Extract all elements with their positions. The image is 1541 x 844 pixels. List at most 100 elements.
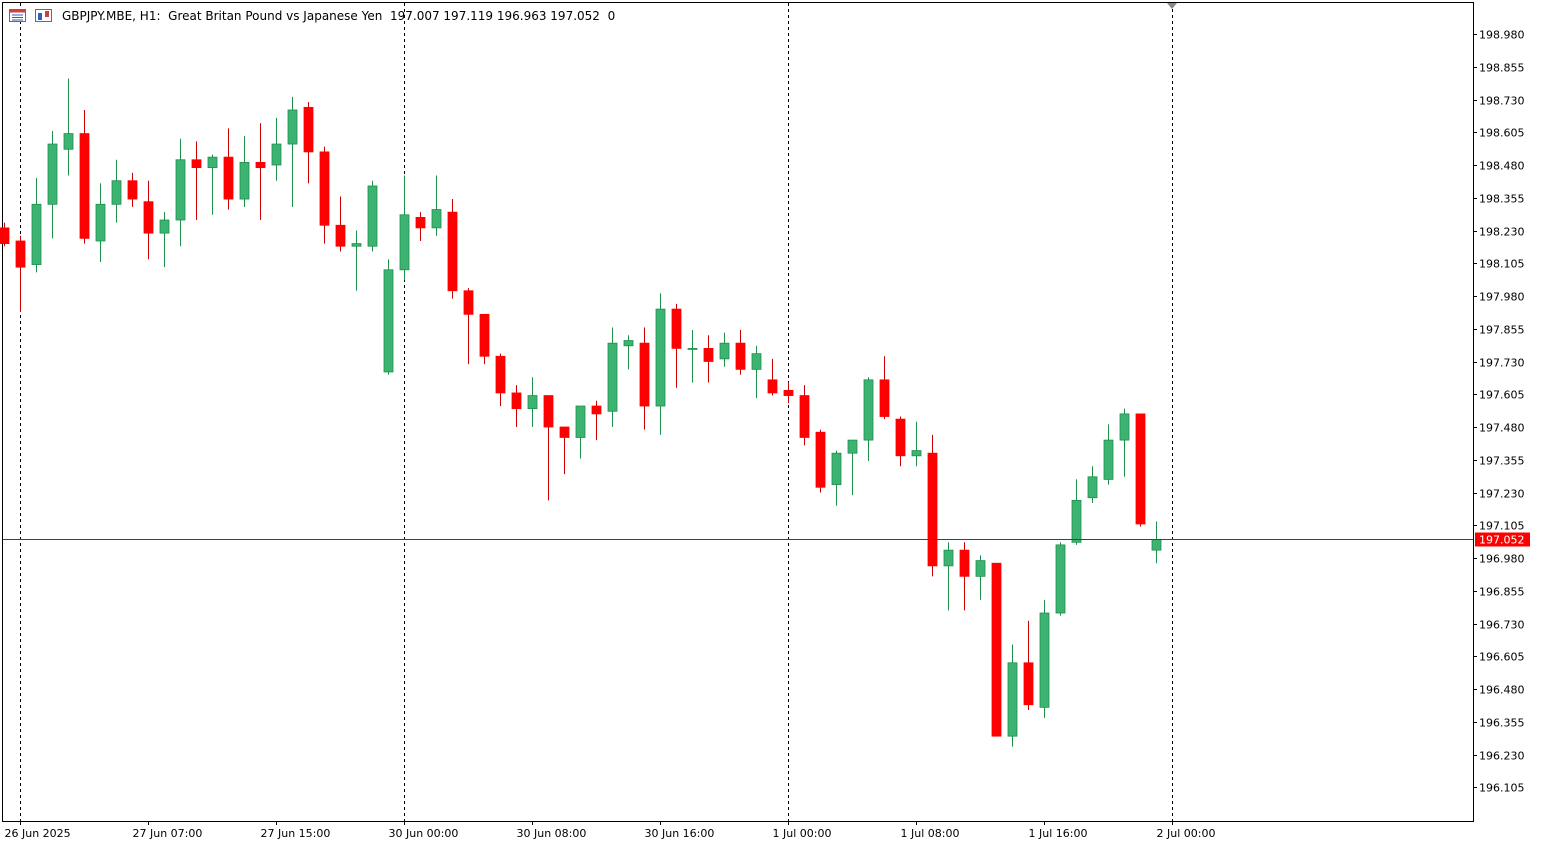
- candle: [479, 313, 490, 365]
- y-tick-label: 198.355: [1479, 193, 1525, 206]
- bull-candle-body: [31, 203, 42, 265]
- bull-candle-body: [687, 347, 698, 350]
- bear-candle-body: [991, 562, 1002, 737]
- candle: [191, 141, 202, 221]
- y-tick-label: 198.105: [1479, 258, 1525, 271]
- last-bar-marker: [1167, 3, 1177, 9]
- candle: [255, 123, 266, 221]
- candle: [223, 128, 234, 210]
- candle: [671, 303, 682, 388]
- bull-candle-body: [175, 159, 186, 221]
- bear-candle-body: [319, 151, 330, 226]
- symbol-description: Great Britan Pound vs Japanese Yen: [168, 9, 383, 23]
- bear-candle-body: [447, 211, 458, 292]
- bear-candle-body: [639, 342, 650, 407]
- candle: [1007, 644, 1018, 747]
- bear-candle-body: [0, 227, 10, 245]
- candle: [431, 175, 442, 236]
- bull-candle-body: [1087, 476, 1098, 499]
- candle: [863, 377, 874, 462]
- bull-candle-body: [159, 219, 170, 234]
- bull-candle-body: [719, 342, 730, 360]
- candle: [991, 562, 1002, 737]
- y-tick-label: 198.230: [1479, 226, 1525, 239]
- candle: [159, 212, 170, 268]
- y-tick-label: 197.105: [1479, 520, 1525, 533]
- bear-candle-body: [415, 216, 426, 229]
- bull-candle-body: [911, 450, 922, 457]
- candle: [447, 199, 458, 299]
- bear-candle-body: [303, 106, 314, 153]
- bull-candle-body: [943, 549, 954, 567]
- candle: [511, 385, 522, 427]
- candle: [575, 405, 586, 459]
- bull-candle-body: [1055, 544, 1066, 614]
- candle: [351, 230, 362, 291]
- bull-candle-body: [975, 560, 986, 577]
- candle: [47, 130, 58, 239]
- candle: [303, 102, 314, 184]
- candle: [127, 172, 138, 207]
- candle: [175, 138, 186, 247]
- x-tick-label: 1 Jul 00:00: [773, 827, 832, 840]
- bull-candle-body: [1119, 413, 1130, 441]
- candle: [79, 109, 90, 244]
- bull-candle-body: [399, 214, 410, 271]
- time-axis: 26 Jun 2025 27 Jun 07:00 27 Jun 15:00 30 Ju…: [5, 821, 1215, 840]
- candle: [623, 335, 634, 370]
- bull-candle-body: [1071, 499, 1082, 543]
- candle: [63, 78, 74, 176]
- candle: [687, 330, 698, 383]
- candle: [319, 146, 330, 244]
- y-tick-label: 196.480: [1479, 684, 1525, 697]
- current-price-badge: [1475, 532, 1530, 547]
- bear-candle-body: [1135, 413, 1146, 525]
- candle: [1103, 424, 1114, 485]
- bear-candle-body: [79, 133, 90, 239]
- candle: [0, 222, 10, 247]
- symbol-label: GBPJPY.MBE, H1:: [62, 9, 161, 23]
- candle: [591, 400, 602, 441]
- chart-window-icon[interactable]: [9, 9, 26, 22]
- bull-candle-body: [63, 133, 74, 150]
- bear-candle-body: [767, 379, 778, 394]
- bull-candle-body: [367, 185, 378, 247]
- bull-candle-body: [111, 180, 122, 205]
- bull-candle-body: [527, 395, 538, 410]
- candle: [1135, 413, 1146, 527]
- bear-candle-body: [959, 549, 970, 577]
- y-tick-label: 196.980: [1479, 553, 1525, 566]
- candle: [543, 395, 554, 501]
- bear-candle-body: [543, 395, 554, 428]
- candle: [271, 117, 282, 181]
- bear-candle-body: [591, 405, 602, 415]
- candle: [1023, 620, 1034, 710]
- bear-candle-body: [191, 159, 202, 169]
- y-tick-label: 196.355: [1479, 717, 1525, 730]
- x-tick-label: 26 Jun 2025: [5, 827, 71, 840]
- candle: [495, 353, 506, 407]
- candle: [367, 180, 378, 252]
- bull-candle-body: [831, 452, 842, 486]
- candle: [847, 439, 858, 496]
- candle: [335, 196, 346, 252]
- candle: [399, 175, 410, 281]
- y-tick-label: 197.605: [1479, 389, 1525, 402]
- x-tick-label: 30 Jun 00:00: [389, 827, 459, 840]
- bull-candle-body: [1039, 612, 1050, 708]
- bull-candle-body: [1007, 662, 1018, 737]
- candle: [383, 259, 394, 375]
- y-tick-label: 198.480: [1479, 160, 1525, 173]
- chart-header: GBPJPY.MBE, H1: Great Britan Pound vs Ja…: [62, 9, 615, 23]
- bear-candle-body: [671, 308, 682, 349]
- candles-icon[interactable]: [35, 9, 52, 22]
- bear-candle-body: [479, 313, 490, 357]
- bull-candle-body: [271, 143, 282, 166]
- bear-candle-body: [15, 240, 26, 268]
- x-tick-label: 27 Jun 07:00: [133, 827, 203, 840]
- candle: [607, 327, 618, 427]
- bull-candle-body: [655, 308, 666, 407]
- candle: [911, 421, 922, 467]
- current-price-marker: 197.052: [3, 3, 1530, 547]
